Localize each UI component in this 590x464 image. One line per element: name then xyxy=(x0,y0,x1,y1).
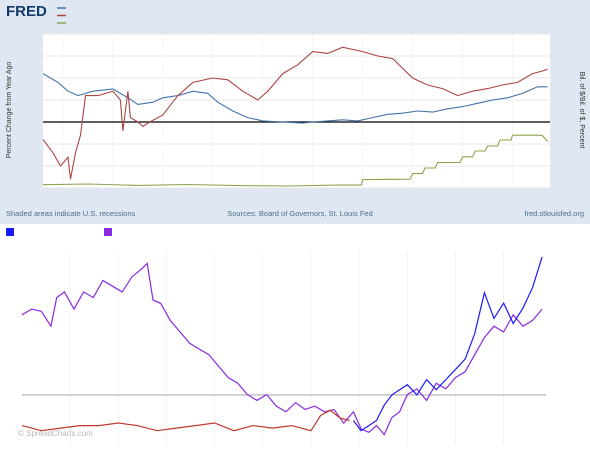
spreadcharts-legend xyxy=(6,228,112,236)
fred-chart-panel: FRED Percent Change from Year Ago Bil. o… xyxy=(0,0,590,224)
fred-series-line-3 xyxy=(42,134,548,187)
spreadcharts-legend-swatch xyxy=(104,228,112,236)
fred-series-line-2 xyxy=(42,46,548,180)
spreadcharts-series-line-1 xyxy=(21,262,543,436)
spreadcharts-panel: © SpreadCharts.com xyxy=(0,224,590,464)
spreadcharts-legend-swatch xyxy=(6,228,14,236)
left-axis-label: Percent Change from Year Ago xyxy=(6,62,13,159)
fred-url[interactable]: fred.stlouisfed.org xyxy=(524,209,584,218)
source-note: Sources: Board of Governors, St. Louis F… xyxy=(227,209,373,218)
right-axis-label: Bil. of $/Bil. of $, Percent xyxy=(578,72,585,149)
fred-logo: FRED xyxy=(6,3,47,20)
fred-legend xyxy=(57,7,66,24)
spreadcharts-background xyxy=(0,224,590,464)
spreadcharts-series-line-2 xyxy=(352,256,543,432)
spreadcharts-series-line-3 xyxy=(21,409,350,432)
recession-note: Shaded areas indicate U.S. recessions xyxy=(6,209,135,218)
watermark: © SpreadCharts.com xyxy=(18,429,93,438)
fred-plot-area xyxy=(43,34,550,188)
fred-series-line-1 xyxy=(42,73,548,124)
